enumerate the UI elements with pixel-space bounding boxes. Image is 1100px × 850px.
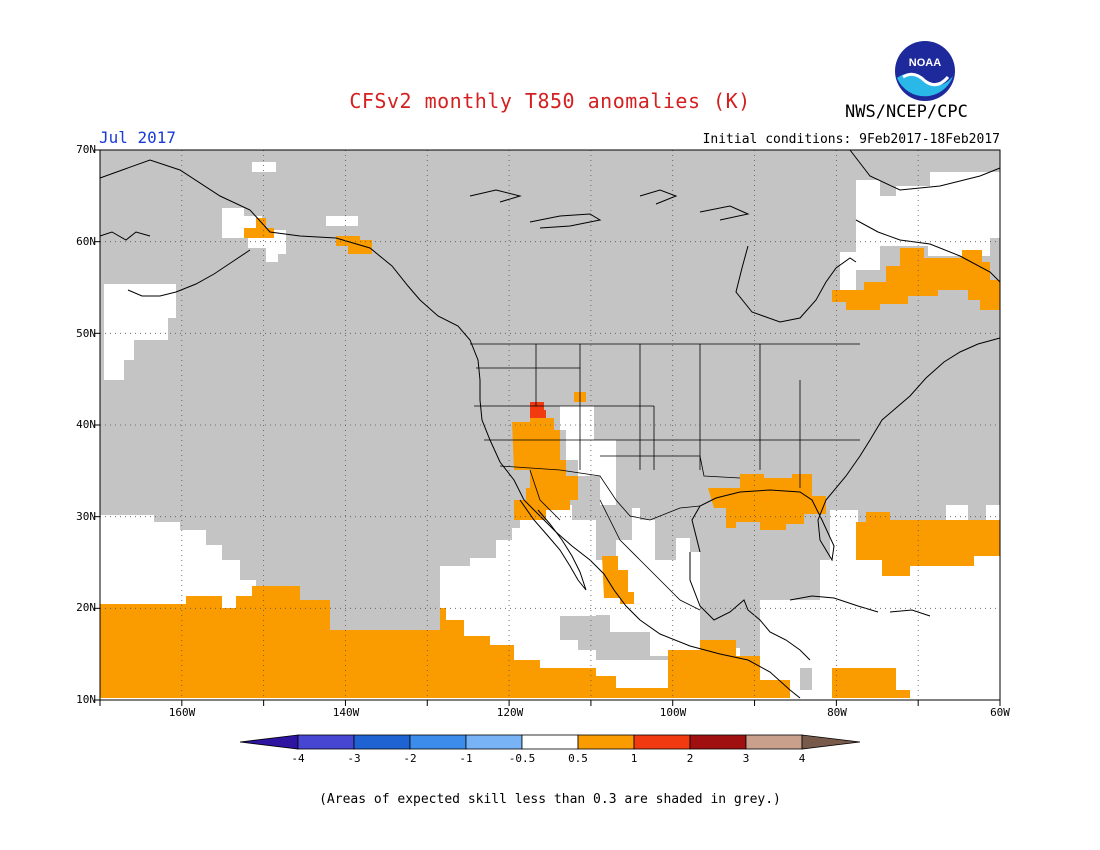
colorbar-label-3: 3 — [742, 752, 750, 765]
lat-label-10n: 10N — [76, 693, 96, 706]
lat-label-60n: 60N — [76, 235, 96, 248]
noaa-logo: NOAA — [895, 41, 955, 101]
white-region-0 — [104, 284, 176, 380]
orange-region-1 — [602, 556, 634, 604]
colorbar-segment-7 — [633, 734, 691, 750]
border-11 — [600, 455, 741, 479]
lon-label-60w: 60W — [990, 706, 1010, 719]
orange-region-5 — [856, 512, 1000, 576]
colorbar-segment-3 — [409, 734, 467, 750]
lat-lon-grid — [100, 150, 1000, 700]
colorbar-arrow-right — [801, 734, 861, 750]
coastline-0 — [99, 159, 801, 699]
lat-label-50n: 50N — [76, 327, 96, 340]
axis-ticks — [94, 149, 1001, 706]
colorbar-label-m2: -2 — [403, 752, 417, 765]
white-region-7 — [440, 510, 596, 660]
white-region-5 — [560, 406, 616, 505]
org-label: NWS/NCEP/CPC — [845, 102, 968, 122]
orange-region-7 — [832, 248, 1000, 310]
colorbar-label-m1: -1 — [459, 752, 473, 765]
white-region-3 — [326, 216, 358, 226]
page-title: CFSv2 monthly T850 anomalies (K) — [349, 89, 751, 113]
coastline-3 — [99, 231, 151, 241]
lon-label-120w: 120W — [496, 706, 524, 719]
colorbar-label-m3: -3 — [347, 752, 361, 765]
coastline-10 — [849, 149, 1001, 191]
state-border-layer — [470, 343, 860, 611]
orange-region-2 — [512, 410, 578, 520]
coastline-layer — [99, 149, 1001, 699]
colorbar-segment-2 — [353, 734, 411, 750]
colorbar-label-m4: -4 — [291, 752, 305, 765]
coastline-11 — [529, 213, 602, 229]
grey-region-1 — [560, 615, 668, 660]
colorbar-segment-5 — [521, 734, 579, 750]
white-region-2 — [252, 162, 276, 172]
lon-label-160w: 160W — [168, 706, 196, 719]
lat-label-20n: 20N — [76, 601, 96, 614]
white-region-4 — [840, 172, 1000, 292]
colorbar-label-m05: -0.5 — [508, 752, 536, 765]
border-13 — [529, 469, 561, 521]
coastline-6 — [735, 245, 857, 323]
coastline-1 — [519, 499, 587, 591]
lon-label-140w: 140W — [332, 706, 360, 719]
lon-label-100w: 100W — [659, 706, 687, 719]
coastline-7 — [855, 219, 1001, 283]
colorbar-segment-4 — [465, 734, 523, 750]
coastline-14 — [699, 205, 750, 221]
colorbar — [239, 734, 861, 750]
no-signal-white-layer — [100, 162, 1000, 690]
initial-conditions-label: Initial conditions: 9Feb2017-18Feb2017 — [702, 132, 1000, 147]
colorbar-label-1: 1 — [630, 752, 638, 765]
lon-label-80w: 80W — [827, 706, 847, 719]
colorbar-segment-1 — [297, 734, 355, 750]
white-region-8 — [760, 600, 830, 690]
orange-region-0 — [100, 586, 790, 698]
coastline-13 — [639, 189, 678, 205]
lat-label-30n: 30N — [76, 510, 96, 523]
lat-label-40n: 40N — [76, 418, 96, 431]
coastline-12 — [469, 189, 522, 203]
footnote: (Areas of expected skill less than 0.3 a… — [319, 792, 781, 807]
red-region-0 — [530, 402, 546, 418]
orange-region-4 — [708, 474, 826, 530]
orange-region-8 — [244, 218, 274, 238]
colorbar-segment-6 — [577, 734, 635, 750]
white-region-9 — [862, 560, 1000, 686]
white-region-6 — [100, 520, 256, 600]
coastline-5 — [689, 552, 811, 661]
colorbar-arrow-left — [239, 734, 299, 750]
border-12 — [499, 465, 701, 521]
colorbar-segment-9 — [745, 734, 803, 750]
colorbar-label-4: 4 — [798, 752, 806, 765]
colorbar-label-05: 0.5 — [568, 752, 588, 765]
coastline-4 — [691, 337, 1001, 562]
lat-label-70n: 70N — [76, 143, 96, 156]
colorbar-segment-8 — [689, 734, 747, 750]
coastline-2 — [127, 249, 251, 297]
warm-anomaly-layer — [100, 218, 1000, 698]
coastline-8 — [789, 595, 879, 613]
orange-region-6 — [832, 668, 910, 698]
grey-region-2 — [700, 552, 760, 640]
logo-text: NOAA — [909, 57, 941, 69]
coastline-9 — [889, 609, 931, 617]
month-label: Jul 2017 — [99, 128, 177, 147]
colorbar-label-2: 2 — [686, 752, 694, 765]
border-14 — [599, 499, 701, 611]
